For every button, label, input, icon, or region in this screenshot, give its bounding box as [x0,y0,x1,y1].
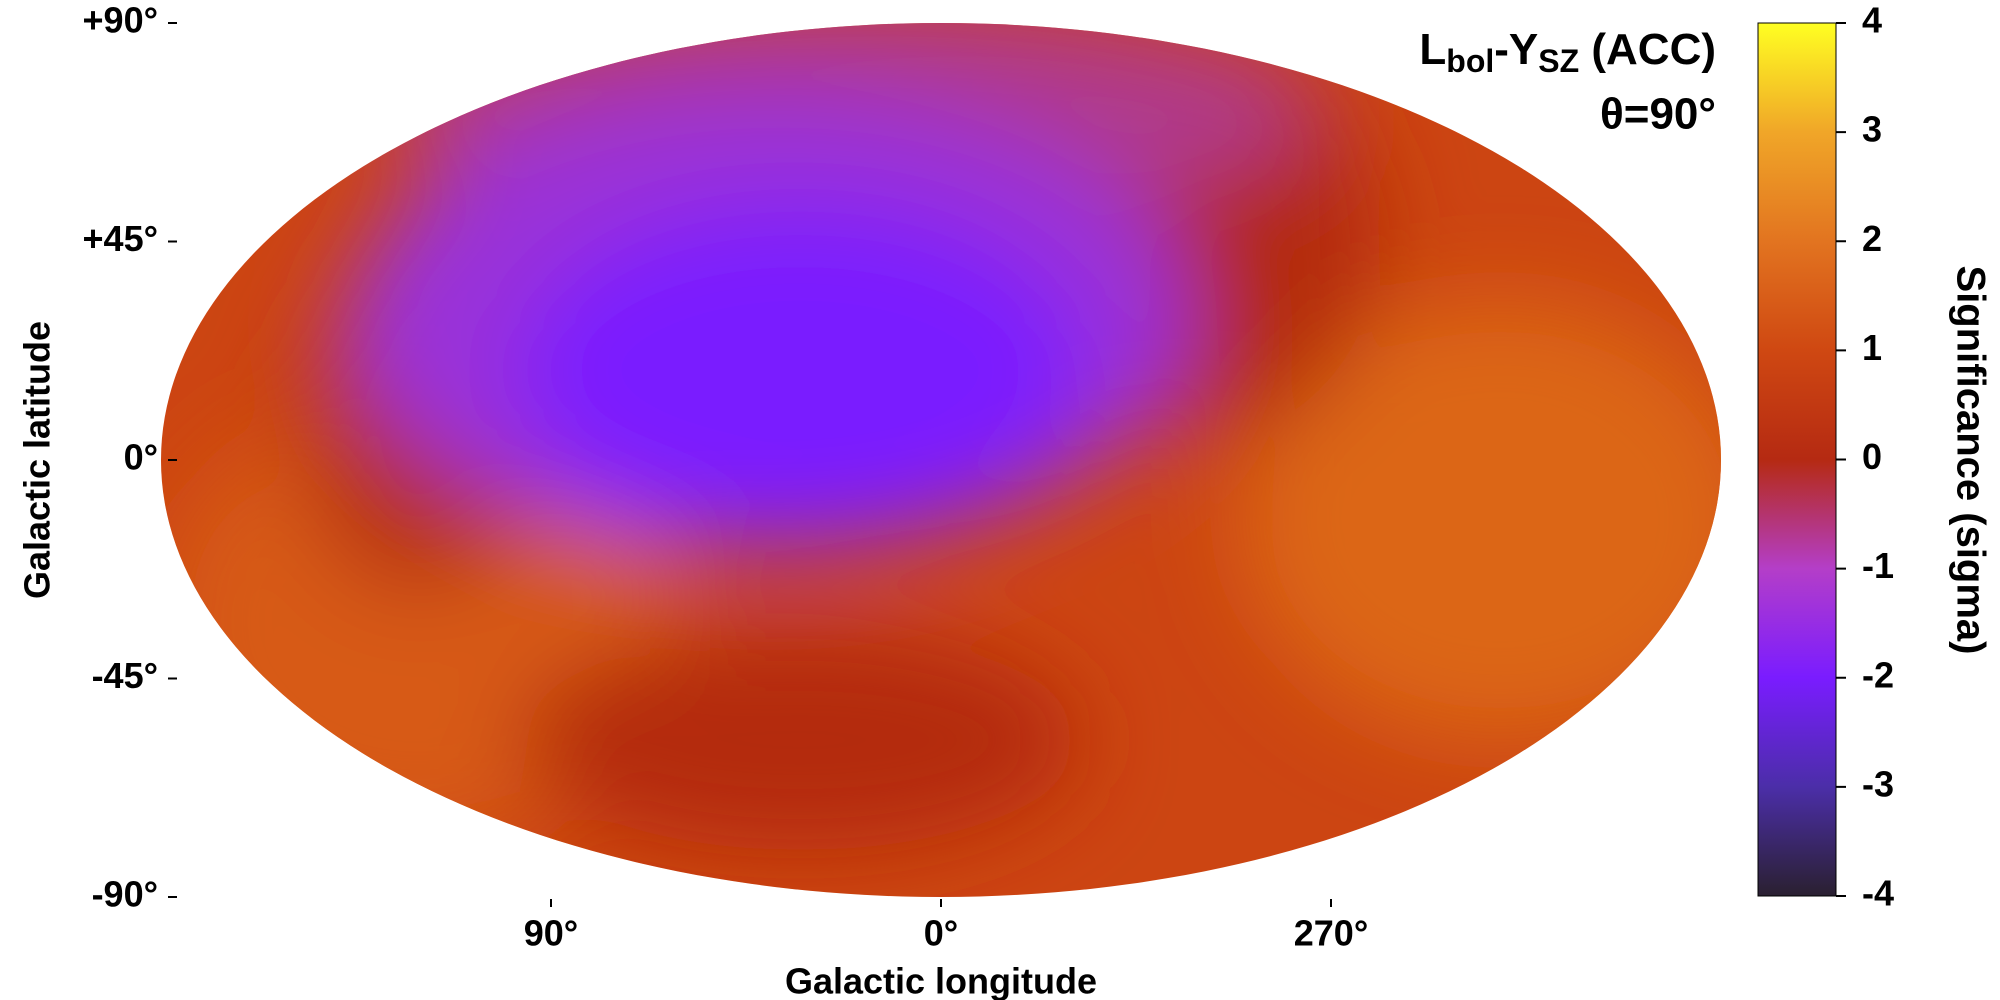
colorbar-tick-label: -3 [1862,763,1894,804]
x-tick-label: 0° [924,913,958,954]
title-subscript: SZ [1538,43,1579,79]
title-part: L [1419,25,1446,74]
colorbar-tick-label: -2 [1862,654,1894,695]
title-subscript: bol [1446,43,1494,79]
colorbar-tick-label: 2 [1862,218,1882,259]
colorbar [1757,22,1837,897]
colorbar-tick-label: -4 [1862,873,1894,914]
title-part: -Y [1494,25,1538,74]
colorbar-tick-label: 3 [1862,109,1882,150]
colorbar-label: Significance (sigma) [1948,266,1992,655]
x-tick-label: 90° [524,913,578,954]
y-tick-label: -90° [92,874,158,915]
axes: +90° +45° 0° -45° -90° 90° 0° 270° -4 -3 -2 -1 0 1 2 3 4 [83,0,1894,954]
x-tick-label: 270° [1294,913,1368,954]
chart-title: Lbol-YSZ (ACC) [1419,25,1716,80]
y-tick-label: 0° [124,437,158,478]
y-tick-label: +90° [83,0,158,41]
sky-map [161,23,1721,897]
colorbar-tick-label: 0 [1862,436,1882,477]
y-axis-label: Galactic latitude [17,321,58,599]
colorbar-tick-label: -1 [1862,545,1894,586]
y-tick-label: +45° [83,218,158,259]
chart-subtitle: θ=90° [1600,90,1716,139]
x-axis-label: Galactic longitude [785,961,1097,1000]
colorbar-tick-label: 4 [1862,0,1882,41]
y-tick-label: -45° [92,655,158,696]
colorbar-tick-label: 1 [1862,327,1882,368]
title-part: (ACC) [1579,25,1716,74]
